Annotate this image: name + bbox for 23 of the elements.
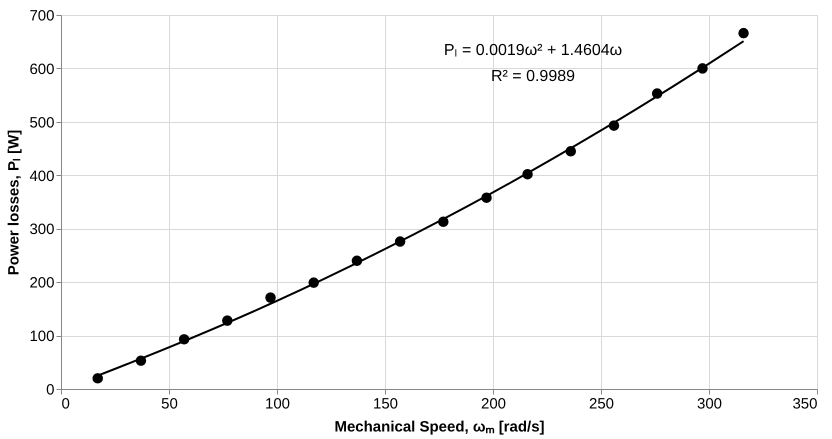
point (738, 28, 749, 38)
y-tick-label: 100 (29, 328, 54, 346)
x-tick-label: 300 (696, 396, 722, 412)
y-tick-label: 600 (29, 60, 54, 78)
x-axis-title: Mechanical Speed, ωₘ [rad/s] (334, 418, 545, 436)
x-tick-label: 250 (588, 396, 614, 412)
y-tick-label: 300 (29, 221, 54, 238)
point (265, 292, 276, 303)
x-tick-label: 150 (372, 396, 398, 412)
point (92, 373, 103, 384)
x-tick-label: 350 (792, 396, 818, 412)
x-tick-label: 200 (480, 396, 506, 412)
y-tick-label: 200 (29, 274, 54, 292)
y-tick-label: 400 (29, 168, 54, 185)
annotation: R² = 0.9989 (490, 68, 576, 85)
x-tick-label: 0 (62, 396, 70, 412)
x-tick-label: 50 (161, 396, 178, 412)
y-tick-label: 700 (29, 8, 54, 24)
annotation: Pₗ = 0.0019ω² + 1.4604ω (444, 42, 622, 59)
x-tick-label: 100 (264, 396, 290, 412)
y-tick-label: 0 (46, 382, 54, 398)
y-tick-label: 500 (29, 114, 54, 132)
y-axis-title: Power losses, Pₗ [W] (5, 130, 22, 276)
